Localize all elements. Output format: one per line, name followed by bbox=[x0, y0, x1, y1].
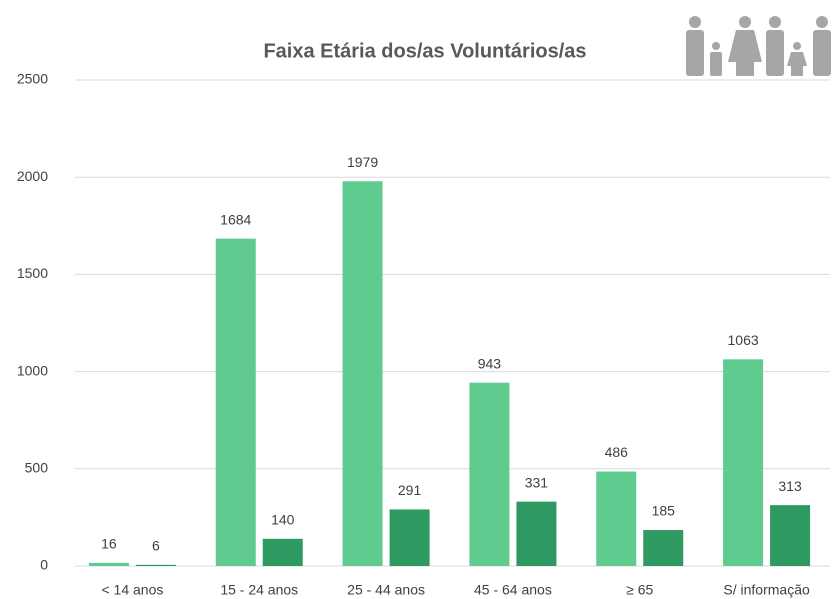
family-icon bbox=[686, 16, 831, 76]
bar bbox=[135, 564, 176, 566]
value-label: 1979 bbox=[347, 154, 378, 170]
bar bbox=[643, 530, 684, 566]
y-tick-label: 500 bbox=[25, 460, 49, 476]
x-tick-label: < 14 anos bbox=[101, 582, 163, 598]
value-label: 331 bbox=[525, 474, 549, 490]
bar bbox=[596, 471, 637, 566]
x-tick-label: 15 - 24 anos bbox=[220, 582, 298, 598]
value-label: 943 bbox=[478, 355, 502, 371]
y-tick-label: 0 bbox=[40, 557, 48, 573]
value-label: 313 bbox=[778, 478, 802, 494]
y-tick-label: 2500 bbox=[17, 71, 48, 87]
value-label: 1063 bbox=[728, 332, 759, 348]
y-tick-label: 1000 bbox=[17, 362, 48, 378]
y-tick-label: 1500 bbox=[17, 265, 48, 281]
value-label: 486 bbox=[605, 444, 629, 460]
x-tick-label: 45 - 64 anos bbox=[474, 582, 552, 598]
x-tick-label: ≥ 65 bbox=[626, 582, 653, 598]
y-tick-label: 2000 bbox=[17, 168, 48, 184]
bar bbox=[770, 505, 811, 566]
bar bbox=[262, 538, 303, 566]
bar bbox=[723, 359, 764, 566]
value-label: 6 bbox=[152, 538, 160, 554]
bar bbox=[469, 382, 510, 566]
chart-title: Faixa Etária dos/as Voluntários/as bbox=[263, 40, 586, 62]
value-label: 185 bbox=[652, 503, 676, 519]
x-tick-label: 25 - 44 anos bbox=[347, 582, 425, 598]
bar bbox=[389, 509, 430, 566]
value-label: 16 bbox=[101, 536, 117, 552]
value-label: 140 bbox=[271, 511, 295, 527]
value-label: 291 bbox=[398, 482, 422, 498]
bar bbox=[88, 562, 129, 566]
x-tick-label: S/ informação bbox=[723, 582, 810, 598]
bar bbox=[516, 501, 557, 566]
bar bbox=[215, 238, 256, 566]
bar bbox=[342, 181, 383, 566]
value-label: 1684 bbox=[220, 211, 251, 227]
